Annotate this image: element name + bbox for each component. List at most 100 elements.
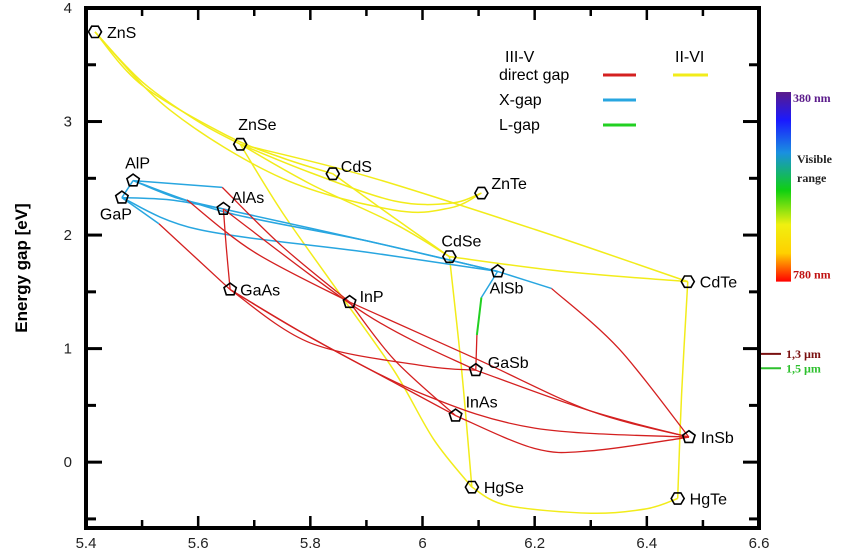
- legend: III-V II-VI direct gap X-gap L-gap: [499, 49, 708, 134]
- legend-col-iii-v: III-V: [505, 49, 535, 66]
- point-label-inp: InP: [360, 289, 384, 306]
- curve-x-gap: [121, 180, 134, 199]
- x-tick-label: 6: [418, 535, 426, 552]
- y-tick-label: 0: [64, 454, 72, 471]
- x-tick-label: 6.2: [524, 535, 545, 552]
- pentagon-marker-inp: [342, 294, 357, 309]
- curve-direct-II-VI: [676, 281, 689, 499]
- wavelength-markers: 1,3 µm1,5 µm: [761, 347, 821, 375]
- curve-direct-II-VI: [240, 143, 689, 283]
- curve-direct-II-VI: [94, 31, 333, 175]
- legend-x-gap: X-gap: [499, 92, 542, 109]
- point-label-gaas: GaAs: [240, 283, 280, 300]
- curve-direct-III-V: [222, 208, 231, 290]
- curve-x-gap: [223, 208, 498, 273]
- hexagon-marker-hgse: [464, 480, 480, 494]
- curve-x-gap: [121, 196, 224, 210]
- curve-direct-II-VI: [239, 143, 482, 206]
- curve-direct-III-V: [455, 414, 689, 454]
- hexagon-marker-zns: [87, 25, 103, 39]
- legend-direct-gap: direct gap: [499, 67, 569, 84]
- curve-direct-III-V: [475, 369, 690, 438]
- pentagon-marker-alsb: [490, 263, 505, 278]
- curve-direct-III-V: [349, 301, 457, 417]
- point-label-zns: ZnS: [107, 25, 136, 42]
- pentagon-marker-gap: [114, 190, 130, 204]
- hexagon-marker-cdse: [441, 250, 457, 264]
- point-label-alas: AlAs: [231, 190, 264, 207]
- curve-direct-II-VI: [239, 143, 450, 258]
- curve-direct-II-VI: [471, 486, 678, 515]
- x-tick-label: 6.6: [749, 535, 770, 552]
- point-label-alp: AlP: [125, 156, 150, 173]
- points-layer: ZnS ZnSe CdS ZnTe CdSe CdTe HgSe HgTe AlP GaP AlAs…: [87, 25, 737, 508]
- curve-direct-III-V: [221, 186, 351, 303]
- pentagon-marker-insb: [681, 429, 697, 444]
- curve-direct-II-VI: [94, 31, 241, 145]
- curve-x-gap: [121, 196, 498, 273]
- plot-frame: 5.4 5.6 5.8 6 6.2 6.4 6.6 0 1 2 3 4: [64, 0, 770, 552]
- point-label-cdse: CdSe: [441, 234, 481, 251]
- colorbar-gradient: [776, 92, 791, 282]
- legend-l-gap: L-gap: [499, 117, 540, 134]
- y-tick-label: 1: [64, 341, 72, 358]
- y-tick-label: 3: [64, 114, 72, 131]
- colorbar-range-label: range: [797, 171, 827, 185]
- axes-box: [84, 6, 761, 530]
- x-tick-label: 5.6: [188, 535, 209, 552]
- curve-direct-II-VI: [449, 255, 688, 283]
- curve-direct-II-VI: [94, 31, 482, 214]
- curve-l-gap: [475, 297, 483, 336]
- hexagon-marker-cds: [325, 167, 341, 181]
- curve-direct-II-VI: [332, 173, 450, 258]
- legend-col-ii-vi: II-VI: [675, 49, 704, 66]
- point-label-hgte: HgTe: [690, 491, 727, 508]
- curve-direct-III-V: [229, 289, 476, 371]
- curve-x-gap: [497, 270, 552, 290]
- x-tick-label: 6.4: [636, 535, 657, 552]
- colorbar-top-label: 380 nm: [793, 91, 831, 105]
- pentagon-marker-alas: [216, 201, 231, 215]
- curve-x-gap: [121, 196, 160, 225]
- point-label-insb: InSb: [701, 430, 734, 447]
- y-tick-label: 2: [64, 227, 72, 244]
- curves-layer: [94, 31, 690, 515]
- wavelength-label: 1,5 µm: [786, 361, 821, 375]
- wavelength-label: 1,3 µm: [786, 347, 821, 361]
- point-label-hgse: HgSe: [484, 480, 524, 497]
- point-label-cds: CdS: [341, 159, 372, 176]
- colorbar-bottom-label: 780 nm: [793, 268, 831, 282]
- colorbar-visible-label: Visible: [797, 152, 833, 166]
- point-label-cdte: CdTe: [700, 275, 737, 292]
- curve-direct-III-V: [158, 223, 231, 291]
- hexagon-marker-cdte: [680, 275, 696, 289]
- curve-x-gap: [480, 271, 499, 298]
- point-label-gasb: GaSb: [488, 355, 529, 372]
- curve-direct-II-VI: [448, 256, 473, 488]
- hexagon-marker-znse: [232, 137, 248, 151]
- point-label-alsb: AlSb: [490, 280, 524, 297]
- curve-direct-III-V: [229, 289, 689, 438]
- curve-direct-III-V: [223, 208, 477, 371]
- curve-direct-III-V: [551, 287, 690, 438]
- point-label-inas: InAs: [466, 395, 498, 412]
- y-axis-label: Energy gap [eV]: [12, 203, 31, 332]
- point-label-znte: ZnTe: [491, 176, 527, 193]
- pentagon-marker-gasb: [468, 362, 483, 377]
- visible-range-colorbar: 380 nm 780 nm Visible range: [776, 91, 833, 282]
- point-label-znse: ZnSe: [238, 117, 276, 134]
- y-tick-label: 4: [64, 0, 72, 17]
- x-tick-label: 5.4: [76, 535, 97, 552]
- curve-direct-III-V: [475, 334, 478, 371]
- hexagon-marker-znte: [473, 186, 489, 200]
- point-label-gap: GaP: [100, 207, 132, 224]
- curve-direct-III-V: [349, 301, 690, 438]
- hexagon-marker-hgte: [670, 492, 686, 505]
- pentagon-marker-alp: [125, 173, 141, 187]
- curve-direct-II-VI: [239, 143, 473, 488]
- curve-direct-III-V: [186, 199, 350, 303]
- x-tick-label: 5.8: [300, 535, 321, 552]
- pentagon-marker-inas: [448, 408, 463, 422]
- pentagon-marker-gaas: [223, 282, 238, 296]
